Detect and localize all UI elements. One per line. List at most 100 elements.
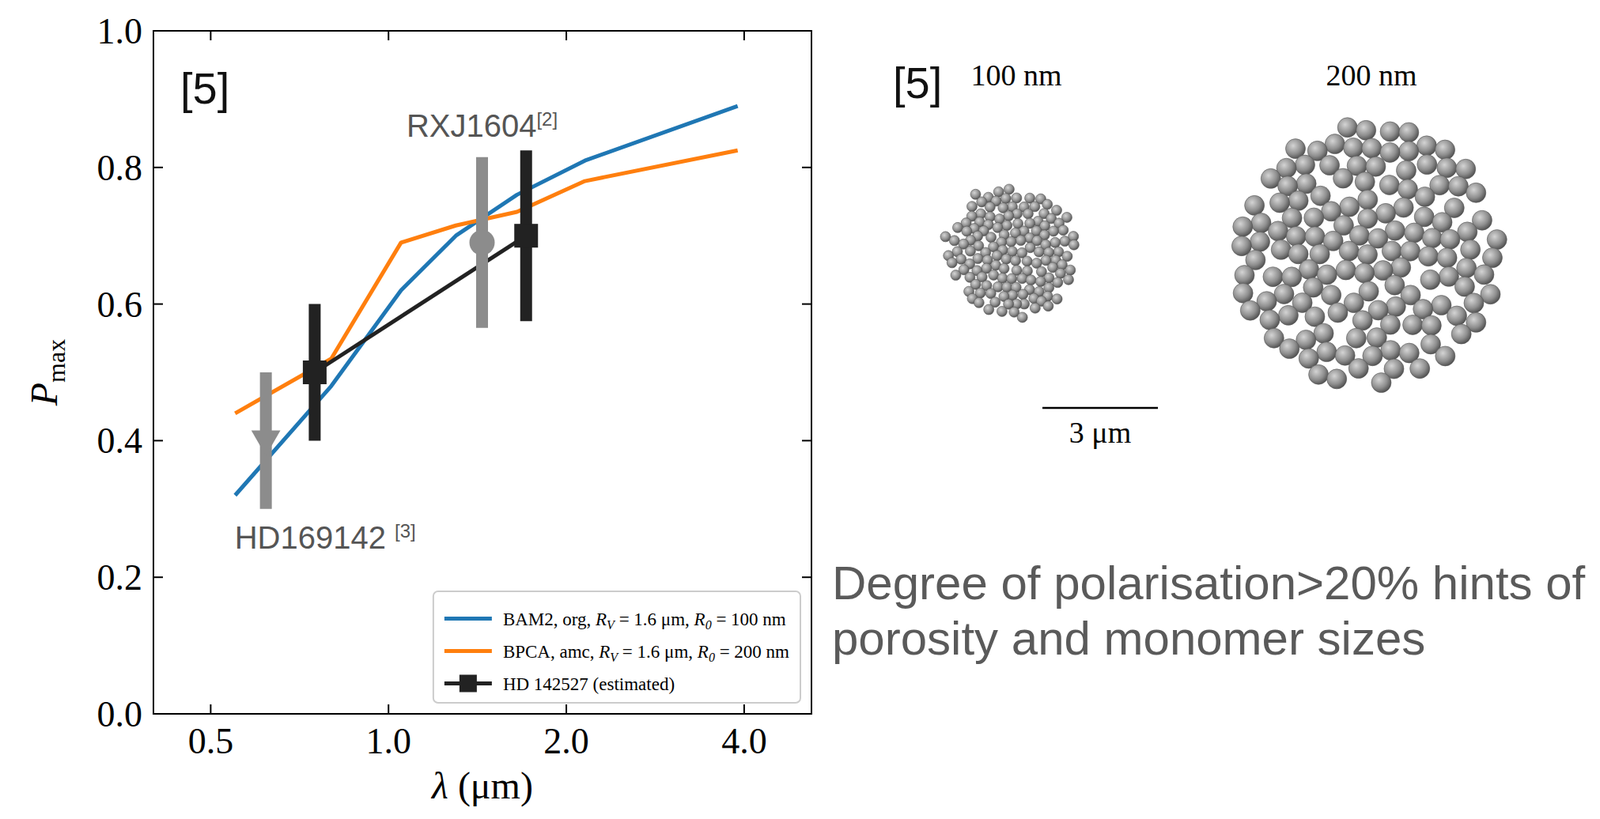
monomer [1278, 305, 1298, 326]
monomer [1003, 211, 1014, 222]
slide: 0.51.02.04.00.00.20.40.60.81.0λ (μm)Pmax… [0, 0, 1600, 819]
monomer [1399, 141, 1419, 162]
series-line [234, 105, 738, 496]
monomer [1033, 246, 1044, 258]
aggregate-label: 200 nm [1325, 58, 1417, 92]
monomer [1047, 226, 1059, 237]
monomer [1017, 273, 1028, 284]
monomer [984, 201, 995, 212]
monomer [1379, 175, 1400, 196]
monomer [1463, 293, 1484, 314]
monomer [1404, 223, 1425, 243]
monomer [1274, 283, 1294, 304]
scale-bar-label: 3 μm [1069, 416, 1131, 450]
monomer [1003, 184, 1014, 195]
monomer [1308, 364, 1329, 385]
monomer [1418, 246, 1438, 267]
page: {"chart_data": { "type": "line", "panel_… [0, 0, 1600, 819]
monomer [983, 304, 995, 315]
y-tick-right [801, 713, 812, 715]
monomer [1286, 226, 1306, 246]
x-axis-title: λ (μm) [430, 764, 534, 808]
monomer [1022, 208, 1033, 220]
monomer [1015, 235, 1026, 246]
aggregate [940, 184, 1079, 323]
point [469, 230, 496, 256]
monomer [1042, 199, 1053, 210]
monomer [1316, 342, 1337, 363]
aggregate-figure: [5]100 nm200 nm3 μm [892, 57, 1507, 450]
legend-label: BAM2, org, RV = 1.6 μm, R0 = 100 nm [503, 609, 787, 632]
y-tick-label: 0.6 [97, 284, 144, 326]
aggregate-label: 100 nm [970, 58, 1062, 92]
monomer [1321, 285, 1342, 306]
panel-label: [5] [180, 63, 230, 114]
monomer [1339, 196, 1360, 217]
monomer [1017, 312, 1028, 323]
monomer [1414, 186, 1435, 207]
x-tick-top [387, 30, 390, 41]
monomer [964, 245, 976, 257]
note: Degree of polarisation>20% hints of poro… [832, 556, 1599, 666]
monomer [1288, 190, 1309, 211]
monomer [1304, 208, 1324, 228]
monomer [1050, 237, 1061, 248]
x-tick [743, 704, 746, 715]
monomer [1021, 256, 1033, 267]
monomer [1380, 340, 1401, 361]
x-tick [565, 704, 568, 715]
monomer [1357, 189, 1378, 210]
monomer [1240, 300, 1260, 321]
monomer [1417, 155, 1438, 175]
monomer [1259, 310, 1280, 330]
y-tick-label: 0.4 [97, 420, 144, 462]
y-tick-right [801, 30, 812, 32]
monomer [1456, 257, 1477, 278]
monomer [1335, 260, 1356, 280]
monomer [1279, 339, 1300, 360]
monomer [986, 232, 997, 243]
monomer [1313, 323, 1334, 344]
monomer [1068, 239, 1079, 250]
legend: BAM2, org, RV = 1.6 μm, R0 = 100 nmBPCA,… [433, 591, 801, 704]
point [514, 223, 538, 248]
x-tick-top [743, 30, 746, 41]
monomer [961, 226, 973, 237]
monomer [949, 235, 960, 246]
data [234, 105, 738, 510]
monomer [1348, 359, 1369, 379]
monomer [1250, 231, 1271, 252]
monomer [1324, 134, 1345, 155]
monomer [998, 263, 1010, 274]
y-tick [153, 439, 163, 442]
legend-marker [459, 675, 477, 693]
monomer [1327, 302, 1348, 323]
monomer [1356, 120, 1377, 140]
annotation: RXJ1604[2] [406, 108, 558, 144]
monomer [1234, 265, 1255, 286]
monomer [1059, 236, 1071, 247]
monomer [1346, 328, 1366, 348]
monomer [1451, 324, 1472, 345]
monomer [1299, 259, 1320, 280]
y-tick-right [801, 576, 812, 579]
monomer [991, 250, 1003, 261]
y-tick-right [801, 439, 812, 442]
monomer [1263, 267, 1283, 288]
point [302, 360, 327, 385]
monomer [1017, 289, 1029, 300]
monomer [1233, 283, 1253, 303]
y-tick-label: 0.8 [97, 147, 144, 189]
monomer [1010, 255, 1022, 266]
monomer [1357, 245, 1378, 265]
annotation: HD169142 [3] [234, 520, 417, 556]
monomer [1421, 315, 1442, 336]
monomer [1457, 222, 1478, 243]
monomer [1025, 275, 1037, 286]
monomer [1393, 197, 1414, 218]
x-tick-top [209, 30, 212, 41]
monomer [1447, 306, 1468, 326]
monomer [1486, 230, 1507, 250]
monomer [1410, 359, 1430, 379]
monomer [1403, 314, 1423, 335]
